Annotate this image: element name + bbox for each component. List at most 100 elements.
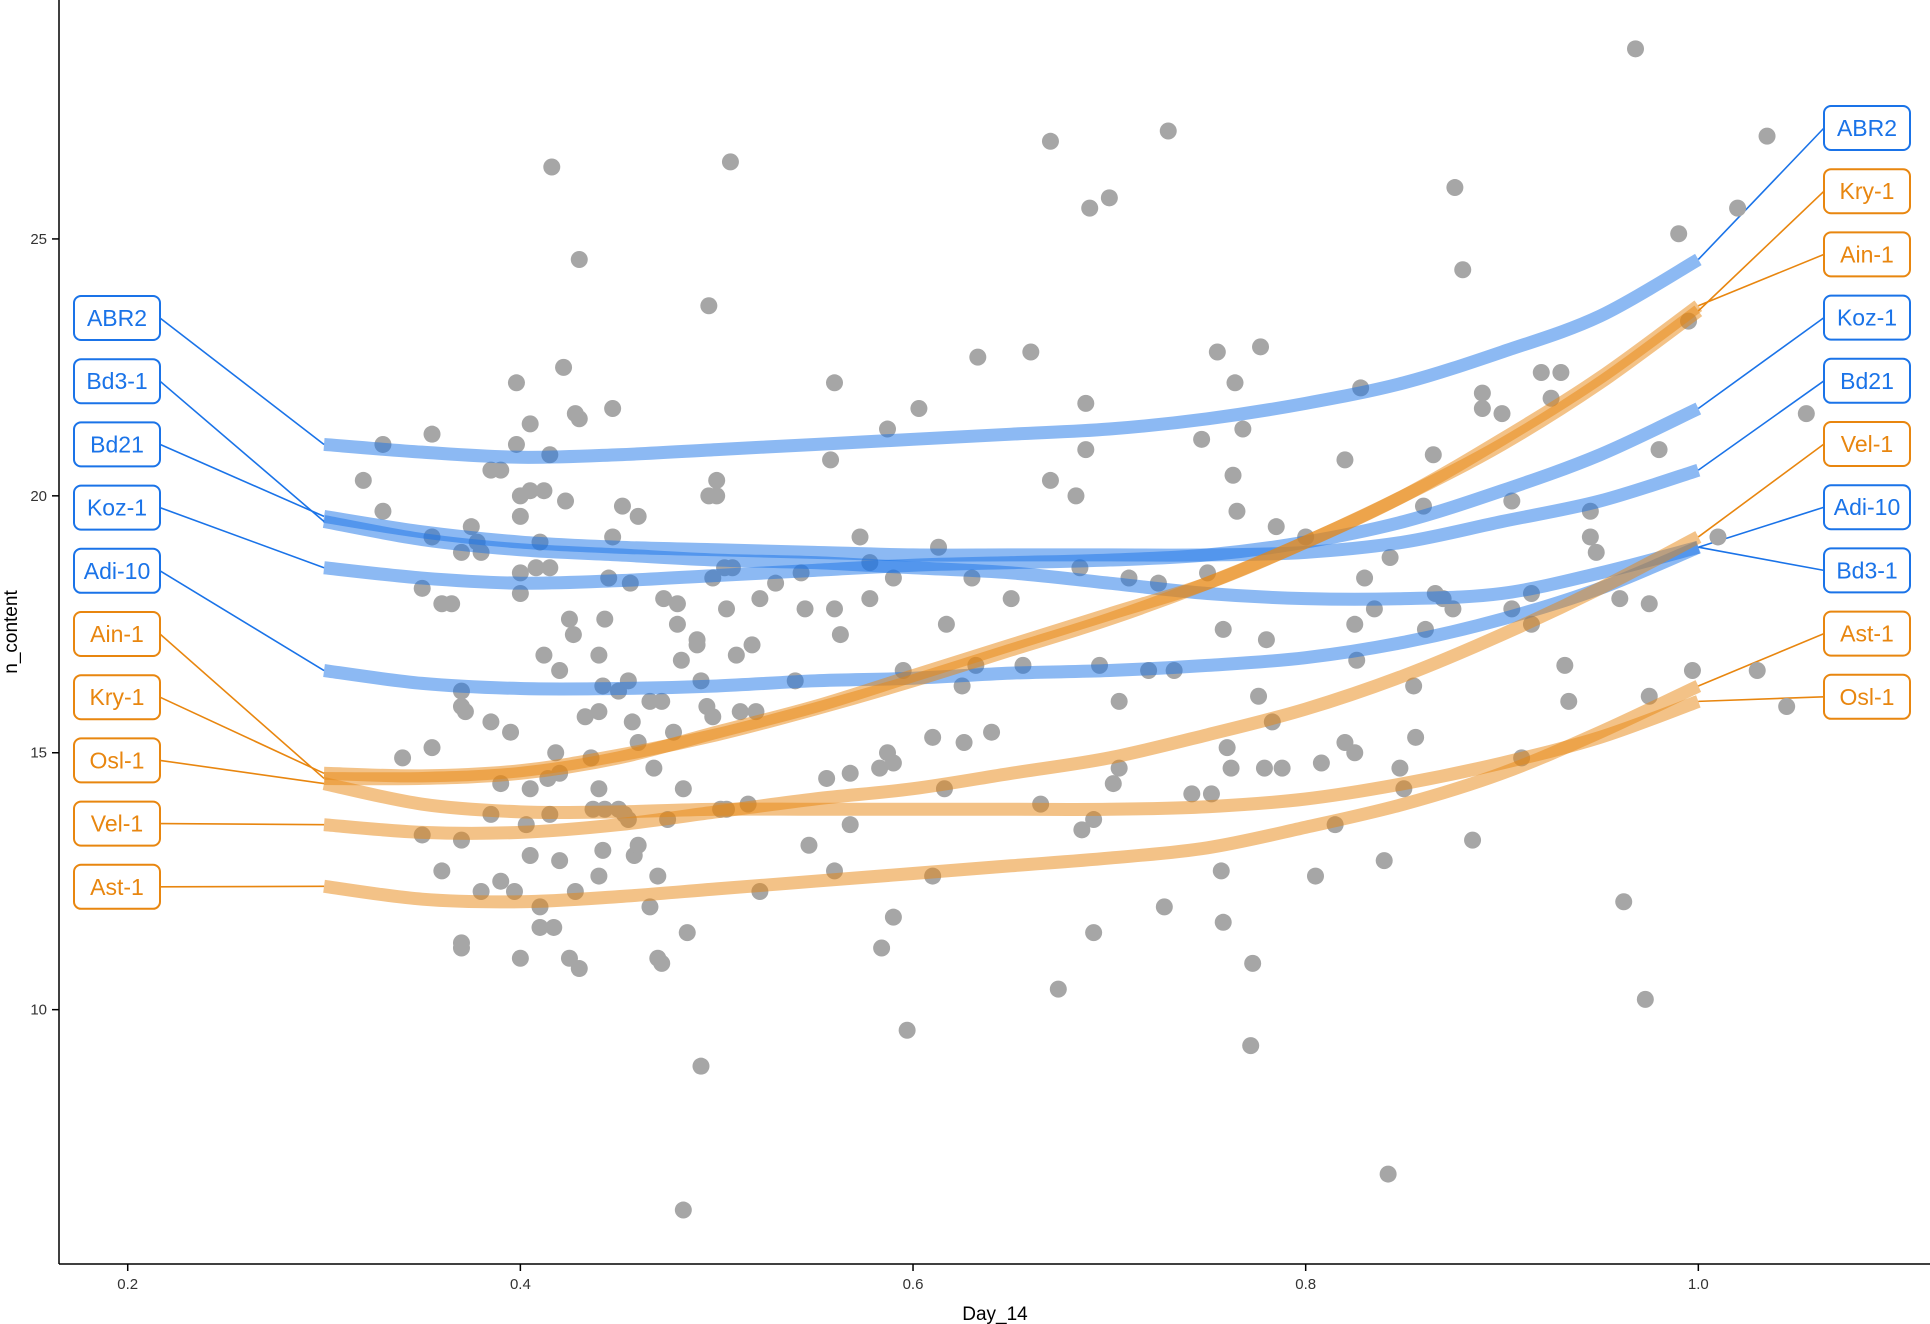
data-point: [1214, 913, 1232, 931]
data-point: [590, 867, 608, 885]
connector-right-osl-1: [1698, 696, 1825, 703]
data-point: [884, 754, 902, 772]
data-point: [576, 708, 594, 726]
label-box-right-bd3-1: [1823, 547, 1911, 594]
connector-left-vel-1: [159, 822, 325, 826]
data-point: [668, 595, 686, 613]
data-point: [983, 723, 1001, 741]
data-point: [1228, 502, 1246, 520]
data-point: [718, 600, 736, 618]
x-axis-title: Day_14: [962, 1304, 1028, 1324]
data-point: [1346, 744, 1364, 762]
data-point: [1085, 924, 1103, 942]
data-point: [1650, 441, 1668, 459]
data-point: [796, 600, 814, 618]
label-text-left-adi-10: Adi-10: [84, 558, 150, 584]
label-text-right-kry-1: Kry-1: [1840, 178, 1895, 204]
data-point: [1670, 225, 1688, 243]
label-box-right-kry-1: [1823, 168, 1911, 215]
y-tick-label: 10: [30, 1002, 47, 1019]
data-point: [354, 471, 372, 489]
data-point: [641, 692, 659, 710]
data-point: [1627, 40, 1645, 58]
data-point: [1709, 528, 1727, 546]
data-point: [531, 918, 549, 936]
data-point: [1493, 405, 1511, 423]
series-line-bd3-1: [322, 515, 1700, 606]
data-point: [1202, 785, 1220, 803]
data-point: [511, 507, 529, 525]
data-point: [456, 703, 474, 721]
data-point: [1242, 1037, 1260, 1055]
data-point: [629, 836, 647, 854]
data-point: [1356, 569, 1374, 587]
data-point: [800, 836, 818, 854]
label-box-right-koz-1: [1823, 294, 1911, 341]
y-tick-label: 20: [30, 488, 47, 505]
x-tick-label: 0.8: [1295, 1276, 1316, 1293]
data-point: [1556, 656, 1574, 674]
data-point: [570, 250, 588, 268]
label-text-right-ast-1: Ast-1: [1840, 621, 1894, 647]
data-point: [590, 646, 608, 664]
data-point: [570, 410, 588, 428]
series-line-abr2: [323, 253, 1702, 464]
connector-left-ain-1: [159, 633, 325, 780]
data-point: [1581, 528, 1599, 546]
connector-right-ain-1: [1698, 253, 1825, 307]
data-point: [1615, 893, 1633, 911]
data-point: [1267, 518, 1285, 536]
data-point: [492, 461, 510, 479]
data-point: [629, 507, 647, 525]
data-point: [692, 1057, 710, 1075]
data-point: [678, 924, 696, 942]
data-point: [443, 595, 461, 613]
smooth-series-lines: [322, 253, 1703, 909]
data-point: [1640, 595, 1658, 613]
connector-right-kry-1: [1697, 190, 1825, 312]
data-point: [1252, 338, 1270, 356]
data-point: [1552, 364, 1570, 382]
label-box-left-adi-10: [73, 547, 161, 594]
label-text-left-bd3-1: Bd3-1: [86, 368, 147, 394]
connector-left-osl-1: [159, 759, 325, 785]
data-point: [1532, 364, 1550, 382]
data-point: [1748, 662, 1766, 680]
data-point: [688, 631, 706, 649]
y-tick-label: 15: [30, 745, 47, 762]
series-line-ast-1: [323, 680, 1702, 909]
scatter-points: [138, 40, 1815, 1219]
data-point: [596, 610, 614, 628]
data-point: [1306, 867, 1324, 885]
data-point: [1375, 852, 1393, 870]
data-point: [545, 918, 563, 936]
data-point: [1758, 127, 1776, 145]
data-point: [751, 590, 769, 608]
data-point: [521, 847, 539, 865]
data-point: [1503, 492, 1521, 510]
data-point: [871, 759, 889, 777]
label-text-right-koz-1: Koz-1: [1837, 305, 1897, 331]
data-point: [423, 425, 441, 443]
data-point: [1473, 384, 1491, 402]
data-point: [731, 703, 749, 721]
connector-left-koz-1: [159, 506, 325, 569]
data-point: [1234, 420, 1252, 438]
data-point: [604, 399, 622, 417]
data-point: [564, 626, 582, 644]
connector-right-bd21: [1697, 380, 1825, 471]
data-point: [492, 872, 510, 890]
data-point: [423, 739, 441, 757]
label-box-right-ast-1: [1823, 610, 1911, 657]
label-box-right-osl-1: [1823, 673, 1911, 720]
data-point: [482, 713, 500, 731]
series-line-osl-1: [322, 695, 1701, 820]
label-text-left-koz-1: Koz-1: [87, 495, 147, 521]
axes: [58, 0, 1930, 1265]
connector-right-abr2: [1697, 127, 1825, 261]
y-tick-label: 25: [30, 231, 47, 248]
data-point: [1446, 179, 1464, 197]
label-text-left-abr2: ABR2: [87, 305, 147, 331]
series-labels: ABR2 Bd3-1 Bd21 Koz-1 Adi-10 Ain-1 Kry-1 Osl-1 V…: [73, 105, 1911, 910]
